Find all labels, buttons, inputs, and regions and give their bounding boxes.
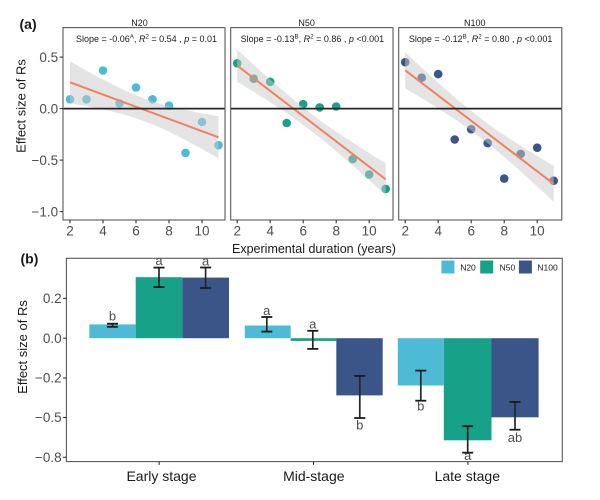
svg-text:6: 6: [467, 224, 475, 239]
svg-text:a: a: [464, 448, 472, 463]
svg-text:b: b: [109, 309, 116, 324]
svg-text:Effect size of Rs: Effect size of Rs: [14, 59, 29, 153]
svg-text:N100: N100: [537, 263, 558, 273]
svg-text:4: 4: [266, 224, 274, 239]
svg-text:−1.0: −1.0: [32, 204, 59, 219]
svg-text:Mid-stage: Mid-stage: [283, 468, 345, 484]
svg-text:4: 4: [99, 224, 107, 239]
svg-text:2: 2: [66, 224, 74, 239]
svg-text:2: 2: [233, 224, 241, 239]
svg-text:0.0: 0.0: [43, 331, 62, 346]
svg-text:(a): (a): [20, 16, 37, 32]
svg-text:10: 10: [530, 224, 545, 239]
svg-text:4: 4: [434, 224, 442, 239]
svg-text:N20: N20: [131, 18, 148, 28]
svg-text:(b): (b): [21, 250, 39, 266]
svg-text:Early stage: Early stage: [126, 468, 196, 484]
svg-text:−0.2: −0.2: [35, 371, 62, 386]
svg-text:10: 10: [194, 224, 209, 239]
svg-text:Slope = -0.06A, R2 = 0.54 , p: Slope = -0.06A, R2 = 0.54 , p = 0.01: [76, 34, 217, 44]
svg-text:−0.5: −0.5: [32, 153, 59, 168]
svg-text:N100: N100: [464, 18, 486, 28]
svg-text:0.5: 0.5: [39, 50, 58, 65]
svg-text:8: 8: [500, 224, 508, 239]
svg-text:8: 8: [332, 224, 340, 239]
svg-text:Slope = -0.12B, R2 = 0.80 , p: Slope = -0.12B, R2 = 0.80 , p <0.001: [409, 34, 552, 44]
svg-text:2: 2: [401, 224, 409, 239]
svg-text:8: 8: [165, 224, 173, 239]
svg-text:a: a: [202, 253, 210, 268]
svg-text:6: 6: [299, 224, 307, 239]
svg-text:0.0: 0.0: [39, 101, 58, 116]
svg-text:Late stage: Late stage: [435, 468, 501, 484]
svg-text:6: 6: [132, 224, 140, 239]
svg-text:b: b: [417, 399, 424, 414]
svg-text:a: a: [263, 303, 271, 318]
svg-text:Experimental duration (years): Experimental duration (years): [232, 242, 396, 256]
svg-text:N50: N50: [298, 18, 315, 28]
svg-text:0.2: 0.2: [43, 291, 62, 306]
svg-text:b: b: [356, 418, 363, 433]
svg-text:a: a: [155, 253, 163, 268]
svg-text:−0.8: −0.8: [35, 450, 62, 465]
svg-text:ab: ab: [508, 430, 522, 445]
svg-text:Slope = -0.13B, R2 = 0.86 , p: Slope = -0.13B, R2 = 0.86 , p <0.001: [241, 34, 384, 44]
svg-text:10: 10: [362, 224, 377, 239]
svg-text:N50: N50: [500, 263, 516, 273]
svg-text:N20: N20: [460, 263, 476, 273]
svg-text:Effect size of Rs: Effect size of Rs: [15, 300, 30, 394]
svg-text:−0.5: −0.5: [35, 410, 62, 425]
svg-text:a: a: [309, 317, 317, 332]
